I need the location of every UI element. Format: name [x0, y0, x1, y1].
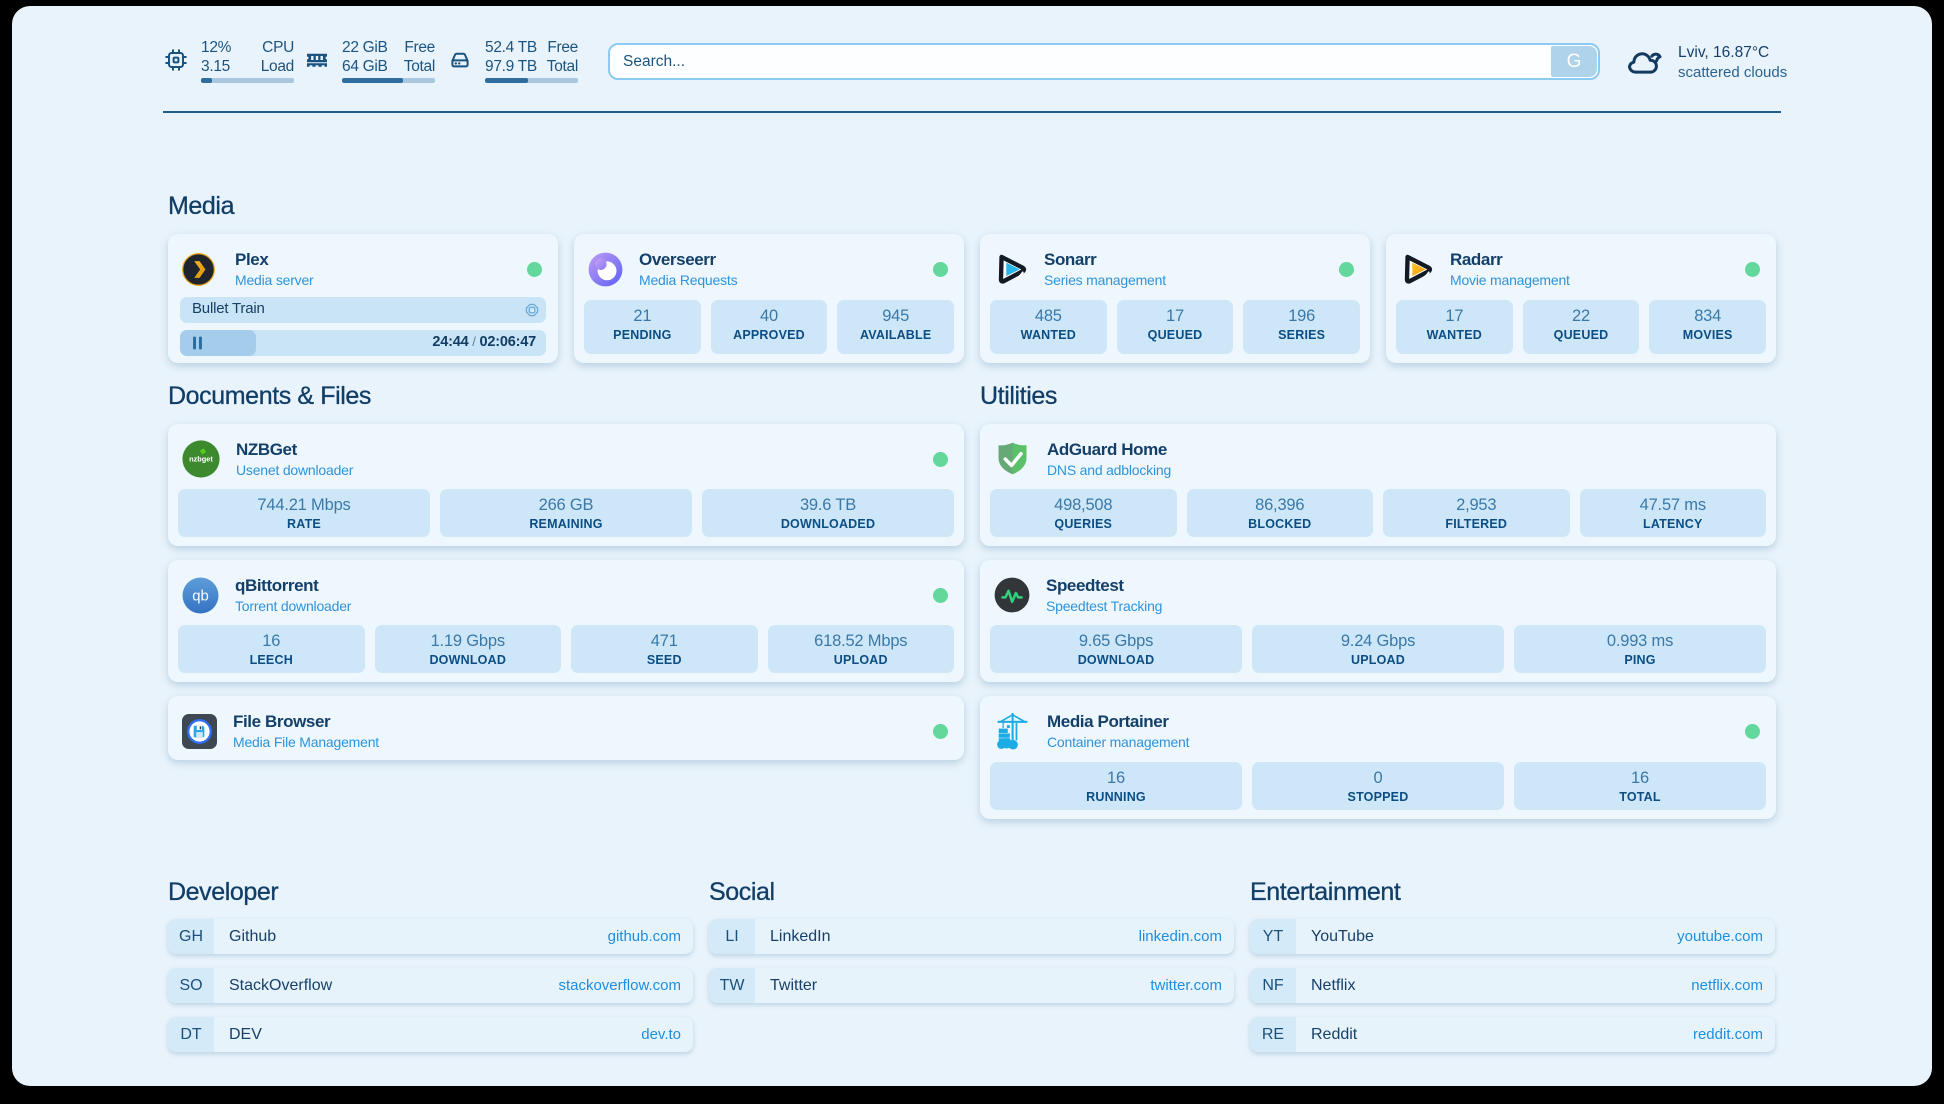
svg-text:nzbget: nzbget: [189, 455, 213, 464]
svg-text:qb: qb: [192, 588, 209, 604]
